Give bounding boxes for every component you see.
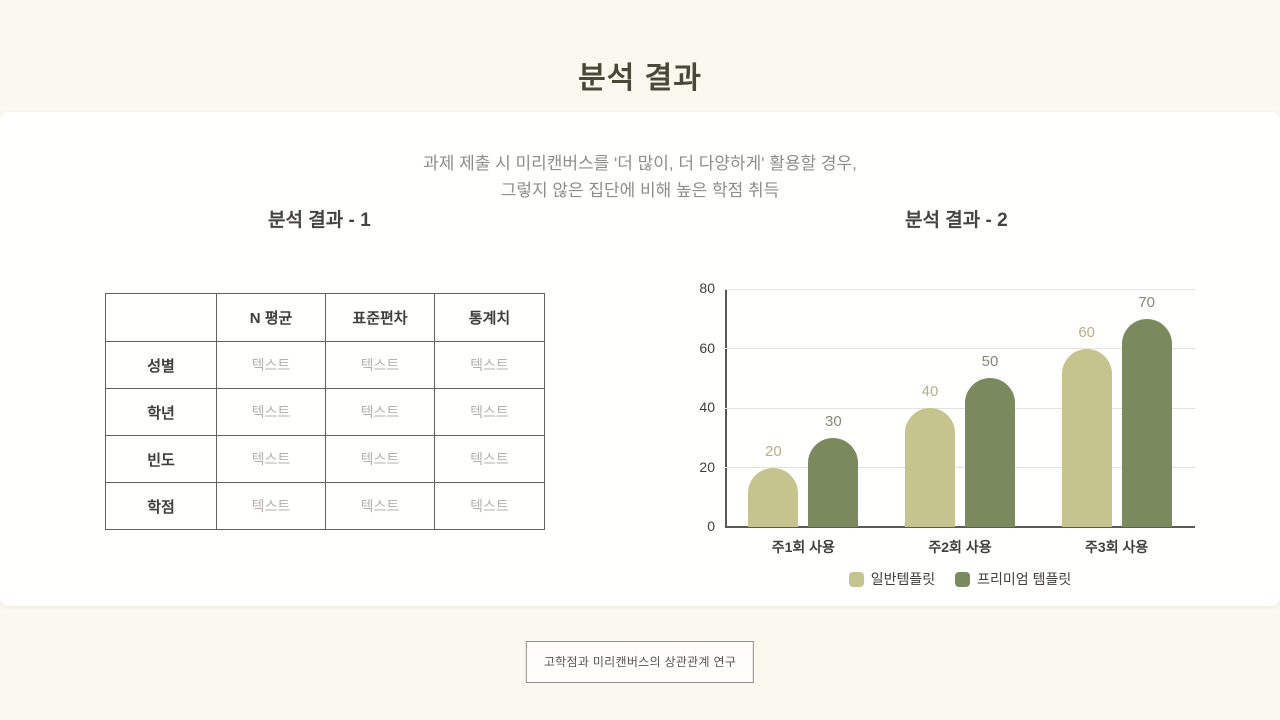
bar-series1-group1 <box>748 467 799 527</box>
table-corner-cell <box>105 293 217 342</box>
table-row: 성별 텍스트 텍스트 텍스트 <box>105 341 545 389</box>
table-column-header: 통계치 <box>434 293 545 342</box>
y-axis-tick: 20 <box>699 458 715 475</box>
gridline <box>725 288 1195 290</box>
table-cell: 텍스트 <box>216 482 326 530</box>
legend-label: 일반템플릿 <box>870 571 936 587</box>
table-cell: 텍스트 <box>434 388 545 436</box>
table-row-label: 성별 <box>105 341 217 389</box>
y-axis-tick: 60 <box>699 339 715 356</box>
table-cell: 텍스트 <box>325 482 435 530</box>
bar-chart-plot: 0 20 40 60 80 20 30 주1회 사용 40 50 주2회 사용 60 70 주3회 사용 <box>699 280 1195 555</box>
table-cell: 텍스트 <box>325 435 435 483</box>
table-cell: 텍스트 <box>325 388 435 436</box>
table-row: 학년 텍스트 텍스트 텍스트 <box>105 388 545 436</box>
y-axis-tick: 0 <box>707 518 715 534</box>
table-cell: 텍스트 <box>216 435 326 483</box>
footer-caption-text: 고학점과 미리캔버스의 상관관계 연구 <box>543 655 737 669</box>
bar-value-label: 20 <box>764 442 782 460</box>
legend-label: 프리미엄 템플릿 <box>977 571 1072 587</box>
bar-series1-group3 <box>1061 348 1112 527</box>
stats-table: N 평균 표준편차 통계치 성별 텍스트 텍스트 텍스트 학년 텍스트 텍스트 텍스트 빈도 텍스트 텍스… <box>105 293 545 530</box>
section-title-1: 분석 결과 - 1 <box>268 210 371 231</box>
table-header-row: N 평균 표준편차 통계치 <box>105 293 545 342</box>
legend-item: 일반템플릿 <box>848 569 936 589</box>
footer-caption-box: 고학점과 미리캔버스의 상관관계 연구 <box>525 641 755 683</box>
gridline <box>725 407 1195 409</box>
table-cell: 텍스트 <box>325 341 435 389</box>
x-axis-label: 주1회 사용 <box>771 539 835 555</box>
legend-item: 프리미엄 템플릿 <box>955 569 1071 589</box>
section-title-2: 분석 결과 - 2 <box>905 210 1008 231</box>
subtitle-line-2: 그렇지 않은 집단에 비해 높은 학점 취득 <box>500 181 780 200</box>
bar-value-label: 60 <box>1078 323 1095 341</box>
content-card: 과제 제출 시 미리캔버스를 '더 많이, 더 다양하게' 활용할 경우, 그렇… <box>0 112 1280 606</box>
bar-series2-group3 <box>1121 318 1172 527</box>
bar-value-label: 30 <box>824 412 842 430</box>
x-axis-label: 주2회 사용 <box>928 539 992 555</box>
table-cell: 텍스트 <box>434 341 545 389</box>
table-row-label: 학점 <box>105 482 217 530</box>
gridline <box>725 467 1195 468</box>
gridline <box>725 348 1195 349</box>
y-axis-tick: 80 <box>699 280 715 296</box>
x-axis-line <box>725 526 1195 528</box>
table-column-header: 표준편차 <box>325 293 435 342</box>
table-row: 빈도 텍스트 텍스트 텍스트 <box>105 435 545 483</box>
subtitle-line-1: 과제 제출 시 미리캔버스를 '더 많이, 더 다양하게' 활용할 경우, <box>423 154 857 173</box>
chart-legend: 일반템플릿 프리미엄 템플릿 <box>725 569 1195 589</box>
table-cell: 텍스트 <box>216 341 326 389</box>
table-cell: 텍스트 <box>434 482 545 530</box>
slide-subtitle: 과제 제출 시 미리캔버스를 '더 많이, 더 다양하게' 활용할 경우, 그렇… <box>0 150 1280 204</box>
legend-swatch-icon <box>848 571 864 587</box>
table-row-label: 빈도 <box>105 435 217 483</box>
table-row: 학점 텍스트 텍스트 텍스트 <box>105 482 545 530</box>
table-cell: 텍스트 <box>216 388 326 436</box>
bar-series2-group2 <box>965 378 1015 527</box>
bar-series1-group2 <box>905 408 955 527</box>
y-axis-tick: 40 <box>699 399 715 415</box>
table-column-header: N 평균 <box>216 293 326 342</box>
legend-swatch-icon <box>955 571 971 587</box>
bar-series2-group1 <box>808 437 859 527</box>
x-axis-label: 주3회 사용 <box>1085 539 1149 555</box>
bar-value-label: 50 <box>981 353 999 371</box>
page-title: 분석 결과 <box>578 62 702 95</box>
table-row-label: 학년 <box>105 388 217 436</box>
bar-value-label: 70 <box>1138 293 1155 311</box>
bar-value-label: 40 <box>921 383 939 400</box>
table-cell: 텍스트 <box>434 435 545 483</box>
